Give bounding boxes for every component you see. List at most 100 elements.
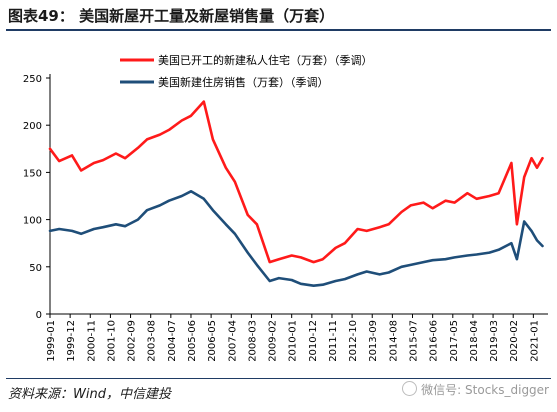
data-point [378,273,381,276]
data-point [321,283,324,286]
data-point [234,180,236,183]
chart-legend: 美国已开工的新建私人住宅（万套）（季调） 美国新建住房销售（万套）（季调） [120,53,373,89]
data-point [475,253,478,256]
y-tick-label: 150 [23,168,42,179]
title-divider [6,29,551,31]
data-point [102,226,104,229]
x-tick-label: 2005-06 [187,320,198,362]
data-point [71,154,73,157]
x-tick-label: 2006-05 [207,320,218,362]
x-tick-label: 2015-07 [409,320,420,362]
watermark: 微信号: Stocks_digger [402,381,549,398]
data-point [246,251,249,254]
data-point [334,280,337,282]
data-point [115,223,117,226]
data-point [202,197,205,200]
data-point [400,265,403,268]
data-point [431,259,434,262]
data-point [343,242,346,245]
x-tick-label: 2014-08 [388,320,399,362]
data-point [356,273,359,276]
chart-axes: 0 50 100 150 200 250 1999-01 1999-12 2000-11 2001… [23,74,548,362]
x-tick-label: 2002-09 [127,320,138,362]
line-chart: 0 50 100 150 200 250 1999-01 1999-12 2000-11 2001… [23,53,548,362]
data-point [356,228,359,230]
data-point [137,147,139,149]
data-point [234,232,236,235]
data-point [400,211,403,213]
x-tick-label: 2019-03 [489,320,500,362]
data-point [290,279,293,281]
data-point [541,157,544,160]
data-point [268,261,271,263]
data-point [444,258,447,261]
data-point [523,220,526,223]
x-tick-label: 2008-03 [247,320,258,362]
x-tick-label: 2010-01 [288,320,299,362]
data-point [124,225,126,228]
data-point [278,277,280,279]
data-point [475,197,478,200]
x-tick-label: 1999-01 [46,320,57,362]
data-point [466,254,469,257]
data-point [444,199,447,202]
data-point [497,248,500,251]
x-tick-label: 2004-07 [167,320,178,362]
data-point [488,195,491,197]
data-point [246,214,249,216]
data-point [202,100,205,103]
data-point [168,129,170,131]
data-point [497,192,500,195]
data-point [256,223,258,226]
data-point [290,254,293,257]
data-point [523,176,526,179]
data-point [541,245,544,247]
data-point [190,114,192,117]
data-point [212,138,214,141]
data-point [378,226,381,229]
data-point [159,204,161,207]
data-point [530,157,533,160]
data-point [365,230,368,232]
wechat-icon [402,381,418,396]
x-tick-label: 2016-06 [429,320,440,362]
data-point [321,258,324,261]
data-point [312,284,315,287]
y-tick-label: 100 [23,216,42,227]
data-point [58,160,61,163]
data-point [180,119,183,122]
data-point [422,201,425,204]
source-note: 资料来源：Wind，中信建投 [8,387,171,402]
data-point [299,282,302,285]
data-point [80,232,82,235]
data-point [387,271,390,274]
x-tick-label: 2010-12 [308,320,319,362]
data-point [453,201,456,204]
data-point [71,230,73,232]
data-point [190,190,192,193]
data-point [58,228,61,230]
figure-title: 图表49： 美国新屋开工量及新屋销售量（万套） [8,7,335,25]
data-point [146,209,148,212]
x-tick-label: 2001-10 [106,320,117,362]
data-point [409,264,412,266]
x-tick-label: 2003-08 [147,320,158,362]
data-point [159,133,161,136]
data-point [488,251,491,254]
data-point [137,218,139,221]
series-line-2 [48,190,544,288]
data-point [299,256,302,259]
x-tick-label: 2017-05 [449,320,460,362]
x-tick-label: 2007-04 [227,320,238,362]
data-point [516,223,518,226]
x-tick-label: 2011-11 [328,320,339,362]
data-point [102,159,104,162]
data-point [334,247,337,249]
data-point [343,278,346,280]
x-tick-label: 2012-10 [348,320,359,362]
x-tick-label: 2021-01 [529,320,540,362]
data-point [146,138,148,141]
data-point [115,152,117,155]
legend-label: 美国新建住房销售（万套）（季调） [158,75,329,89]
data-point [180,195,183,197]
